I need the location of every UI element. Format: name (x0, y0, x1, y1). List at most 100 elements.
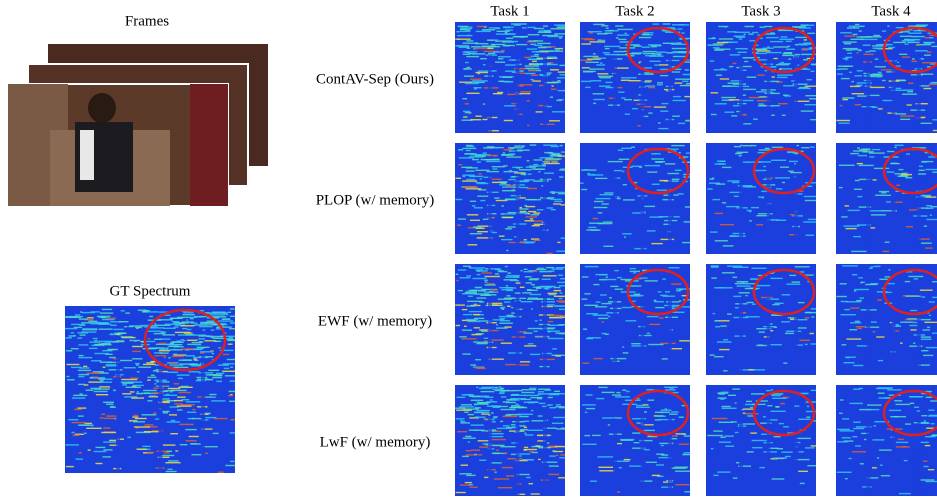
spectrogram-band (492, 166, 505, 167)
spectrogram-band (589, 32, 593, 33)
spectrogram-band (121, 379, 137, 380)
spectrogram-band (715, 320, 720, 321)
spectrogram-band (874, 266, 881, 267)
spectrogram-band (538, 389, 550, 390)
spectrogram-band (559, 333, 565, 334)
spectrogram-band (896, 324, 899, 325)
spectrogram-band (192, 418, 201, 419)
spectrogram-band (190, 443, 200, 444)
spectrogram-band (881, 475, 890, 476)
spectrogram-band (840, 430, 854, 431)
spectrogram-band (873, 35, 880, 36)
spectrogram-band (537, 43, 551, 44)
spectrogram-band (477, 368, 485, 369)
spectrogram-band (462, 330, 472, 331)
spectrogram-band (846, 357, 849, 358)
spectrogram-band (103, 402, 114, 403)
spectrogram-band (163, 412, 168, 413)
spectrogram-band (538, 391, 544, 392)
spectrogram-band (901, 174, 912, 175)
spectrogram-band (458, 290, 463, 291)
spectrogram-band (790, 172, 802, 173)
spectrogram-band (594, 58, 607, 59)
spectrogram-gap (917, 176, 921, 254)
spectrogram-band (619, 467, 622, 468)
spectrogram-band (526, 206, 536, 207)
spectrogram-band (846, 301, 861, 302)
spectrogram-band (749, 97, 761, 98)
spectrogram-band (185, 429, 197, 430)
spectrogram-band (558, 193, 565, 194)
spectrogram-band (745, 295, 748, 296)
spectrogram-band (476, 287, 482, 288)
spectrogram-band (778, 103, 788, 104)
spectrogram-band (798, 419, 810, 420)
spectrogram-gap (543, 55, 547, 133)
spectrogram-band (465, 62, 469, 63)
spectrogram-band (538, 171, 541, 172)
spectrogram-band (713, 47, 720, 48)
spectrogram-band (189, 371, 200, 372)
spectrogram-band (103, 441, 116, 442)
spectrogram-band (560, 145, 563, 146)
spectrogram-band (795, 266, 810, 267)
spectrogram-band (730, 54, 741, 55)
spectrogram-band (548, 397, 553, 398)
spectrogram-band (65, 444, 79, 445)
spectrogram-gap (613, 176, 617, 254)
spectrogram-band (723, 339, 728, 340)
spectrogram-band (456, 325, 461, 326)
spectrogram-band (585, 87, 590, 88)
spectrogram-band (148, 338, 151, 339)
spectrogram-band (533, 212, 540, 213)
spectrogram-band (511, 150, 515, 151)
spectrogram (706, 143, 816, 254)
spectrogram-band (485, 268, 488, 269)
spectrogram (580, 143, 690, 254)
spectrogram-band (481, 391, 495, 392)
spectrogram-band (871, 321, 877, 322)
spectrogram-band (103, 367, 106, 368)
spectrogram-band (734, 146, 741, 147)
spectrogram-band (757, 74, 764, 75)
spectrogram-band (605, 54, 620, 55)
spectrogram-band (558, 25, 565, 26)
spectrogram-band (900, 343, 903, 344)
spectrogram-band (646, 462, 657, 463)
spectrogram-band (154, 323, 156, 324)
spectrogram-band (470, 119, 481, 120)
spectrogram-band (920, 123, 932, 124)
spectrogram-band (523, 449, 527, 450)
spectrogram-band (533, 164, 538, 165)
spectrogram-band (843, 99, 848, 100)
spectrogram-band (102, 309, 112, 310)
spectrogram-band (727, 180, 741, 181)
spectrogram-band (799, 451, 804, 452)
spectrogram-band (100, 312, 114, 313)
spectrogram-gap (739, 297, 743, 375)
spectrogram-band (500, 318, 505, 319)
spectrogram-band (924, 55, 931, 56)
spectrogram-band (520, 429, 528, 430)
spectrogram-band (79, 452, 82, 453)
spectrogram-band (549, 120, 560, 121)
spectrogram-band (905, 281, 911, 282)
spectrogram-band (900, 115, 914, 116)
spectrogram-band (581, 43, 591, 44)
spectrogram-band (455, 199, 462, 200)
spectrogram-band (863, 54, 873, 55)
spectrogram-band (474, 412, 489, 413)
spectrogram-band (187, 317, 198, 318)
spectrogram-band (659, 419, 675, 420)
spectrogram-band (910, 329, 916, 330)
spectrogram-band (673, 194, 678, 195)
spectrogram-band (230, 308, 235, 309)
spectrogram-band (109, 334, 122, 335)
spectrogram-band (633, 272, 636, 273)
spectrogram-band (517, 414, 533, 415)
spectrogram-band (171, 390, 187, 391)
spectrogram-band (539, 320, 542, 321)
spectrogram-band (214, 418, 227, 419)
spectrogram-band (66, 350, 72, 351)
spectrogram-band (186, 355, 196, 356)
